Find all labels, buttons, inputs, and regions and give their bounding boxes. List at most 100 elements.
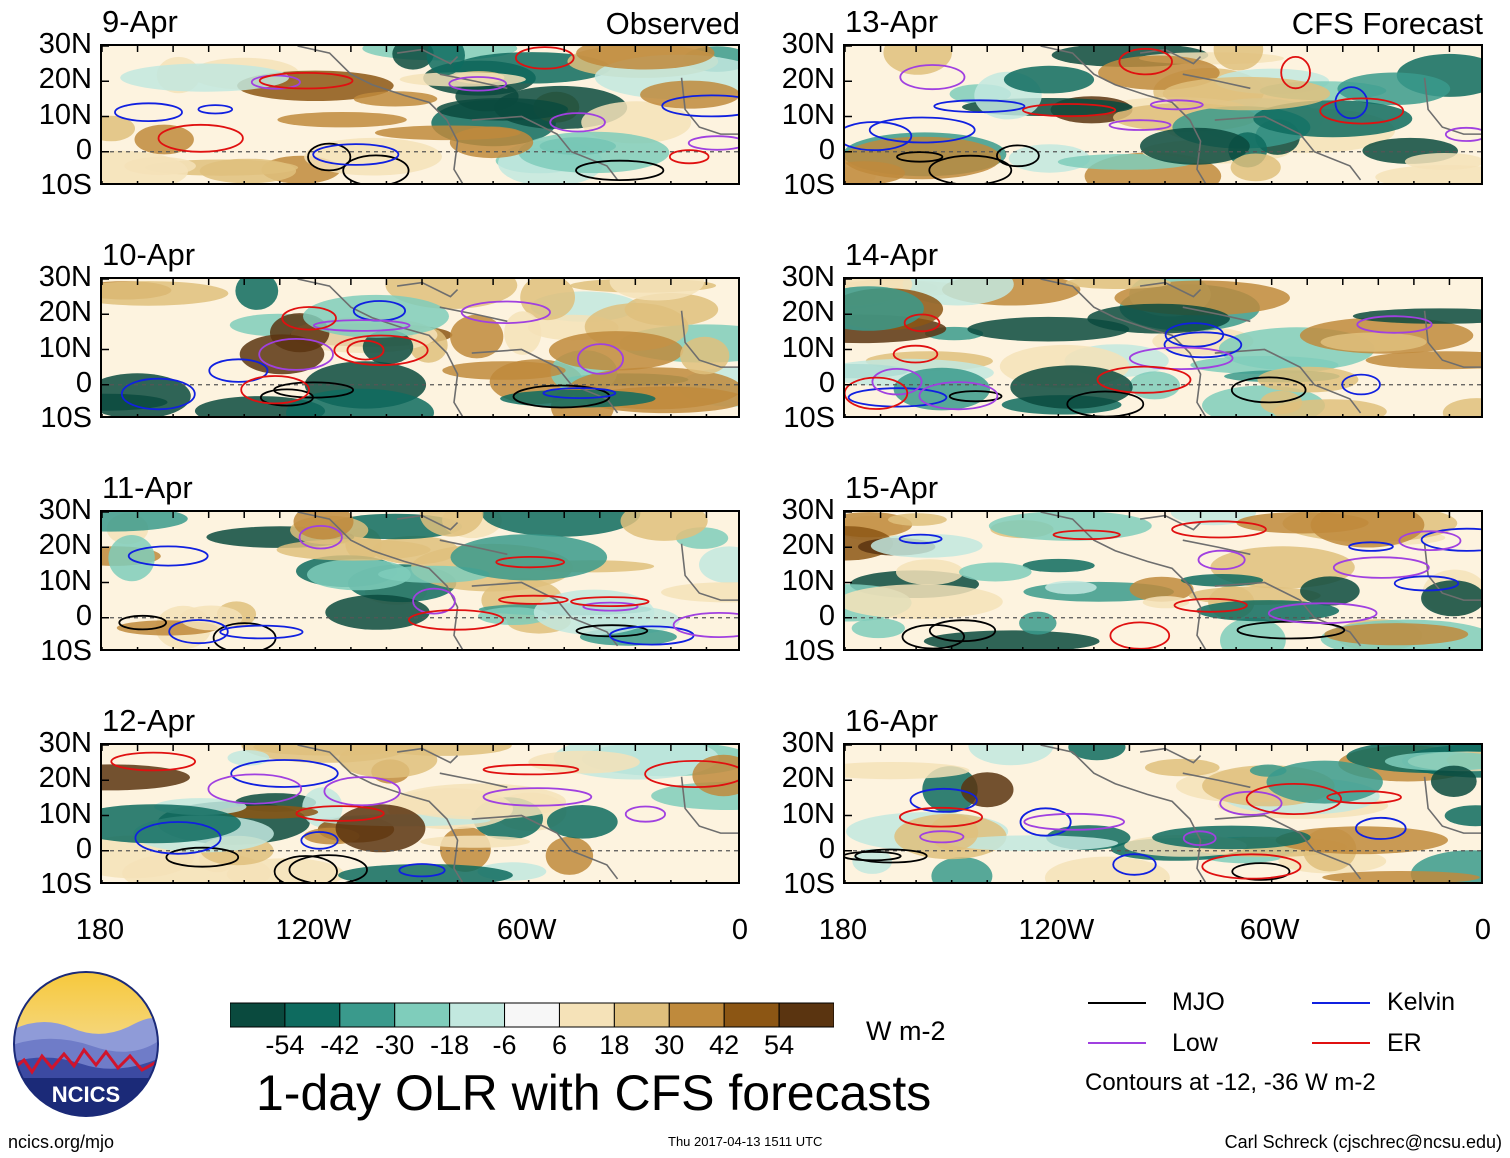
suppressed-convection-blob [277,112,407,128]
enhanced-convection-blob [108,535,155,582]
enhanced-convection-blob [870,533,983,558]
y-tick-label: 10N [38,331,92,364]
colorbar-tick-label: 30 [654,1030,685,1060]
olr-map-panel [843,743,1483,884]
olr-anomaly-shading [102,46,738,183]
y-tick-label: 10S [40,169,92,201]
er-contour [1109,621,1171,649]
low-contour [1149,99,1204,111]
enhanced-convection-blob [1019,611,1057,635]
enhanced-convection-blob [378,565,490,583]
er-contour [110,751,197,772]
enhanced-convection-blob [1253,100,1413,138]
enhanced-convection-blob [845,286,924,331]
er-contour [1118,47,1173,76]
suppressed-convection-blob [845,762,970,780]
olr-map-canvas [845,512,1481,649]
low-contour [312,319,411,332]
colorbar-swatch [723,1002,780,1028]
low-contour [1108,119,1172,131]
y-tick-label: 10S [783,402,835,434]
mjo-contour [928,154,1013,183]
y-tick-label: 10N [781,564,835,597]
low-contour [918,381,999,411]
er-contour [295,805,385,822]
suppressed-convection-blob [548,331,684,371]
suppressed-convection-blob [845,584,1003,620]
y-tick-label: 0 [75,366,92,399]
low-contour [412,587,456,615]
enhanced-convection-blob [518,131,670,174]
x-tick-label: 60W [1239,914,1300,946]
suppressed-convection-blob [450,314,504,359]
kelvin-contour [1354,816,1407,840]
enhanced-convection-blob [102,512,188,532]
er-contour [495,555,566,569]
suppressed-convection-blob [504,311,542,355]
er-contour [644,760,738,788]
kelvin-contour [898,533,943,545]
er-contour [281,306,337,331]
er-contour [482,763,580,776]
kelvin-contour [845,121,913,152]
y-tick-label: 0 [818,832,835,865]
suppressed-convection-blob [845,161,905,183]
suppressed-convection-blob [420,835,530,848]
suppressed-convection-blob [102,115,135,142]
x-tick-label: 180 [75,914,125,946]
y-tick-label: 10N [38,98,92,131]
mjo-contour [1066,390,1145,416]
mjo-contour [896,151,944,163]
footer-author: Carl Schreck (cjschrec@ncsu.edu) [1224,1132,1502,1152]
suppressed-convection-blob [1162,76,1331,111]
er-contour [498,594,569,605]
suppressed-convection-blob [1320,332,1427,352]
suppressed-convection-blob [1142,596,1190,609]
olr-map-canvas [845,46,1481,183]
panel-date-label: 11-Apr [102,470,193,505]
coastline [1040,512,1481,649]
kelvin-contour [868,116,976,144]
y-tick-label: 10S [783,868,835,900]
suppressed-convection-blob [1365,351,1481,370]
y-tick-label: 10N [781,331,835,364]
mjo-contour [288,854,368,882]
enhanced-convection-blob [1152,825,1311,850]
enhanced-convection-blob [851,618,905,639]
coastline [1040,745,1481,882]
suppressed-convection-blob [883,46,952,75]
mjo-contour [575,624,649,638]
mjo-contour [273,381,355,399]
low-contour [549,112,606,133]
y-tick-label: 20N [781,63,835,96]
enhanced-convection-blob [102,373,191,416]
colorbar-swatch [613,1002,670,1028]
kelvin-contour [1420,527,1481,552]
enhanced-convection-blob [959,562,1032,582]
logo-text: NCICS [52,1082,120,1107]
legend-low-label: Low [1172,1029,1218,1057]
kelvin-contour [1393,575,1460,592]
y-tick-label: 20N [781,762,835,795]
legend-mjo-line [1088,1002,1146,1004]
mjo-contour [854,848,928,864]
kelvin-contour [1348,541,1394,552]
enhanced-convection-blob [1180,574,1264,587]
er-contour [240,375,310,405]
colorbar-tick-label: -54 [265,1030,305,1060]
panel-date-label: 14-Apr [845,237,939,272]
enhanced-convection-blob [1220,617,1286,649]
olr-anomaly-shading [845,512,1481,649]
low-contour [687,135,738,151]
legend-low-line [1088,1042,1146,1044]
enhanced-convection-blob [699,546,738,584]
colorbar-tick-label: 54 [764,1030,795,1060]
low-contour [207,773,303,805]
olr-map-panel [100,743,740,884]
kelvin-contour [542,387,617,399]
kelvin-contour [134,821,222,855]
enhanced-convection-blob [1010,365,1133,409]
enhanced-convection-blob [1300,576,1360,606]
suppressed-convection-blob [199,158,297,183]
olr-anomaly-shading [102,279,738,416]
